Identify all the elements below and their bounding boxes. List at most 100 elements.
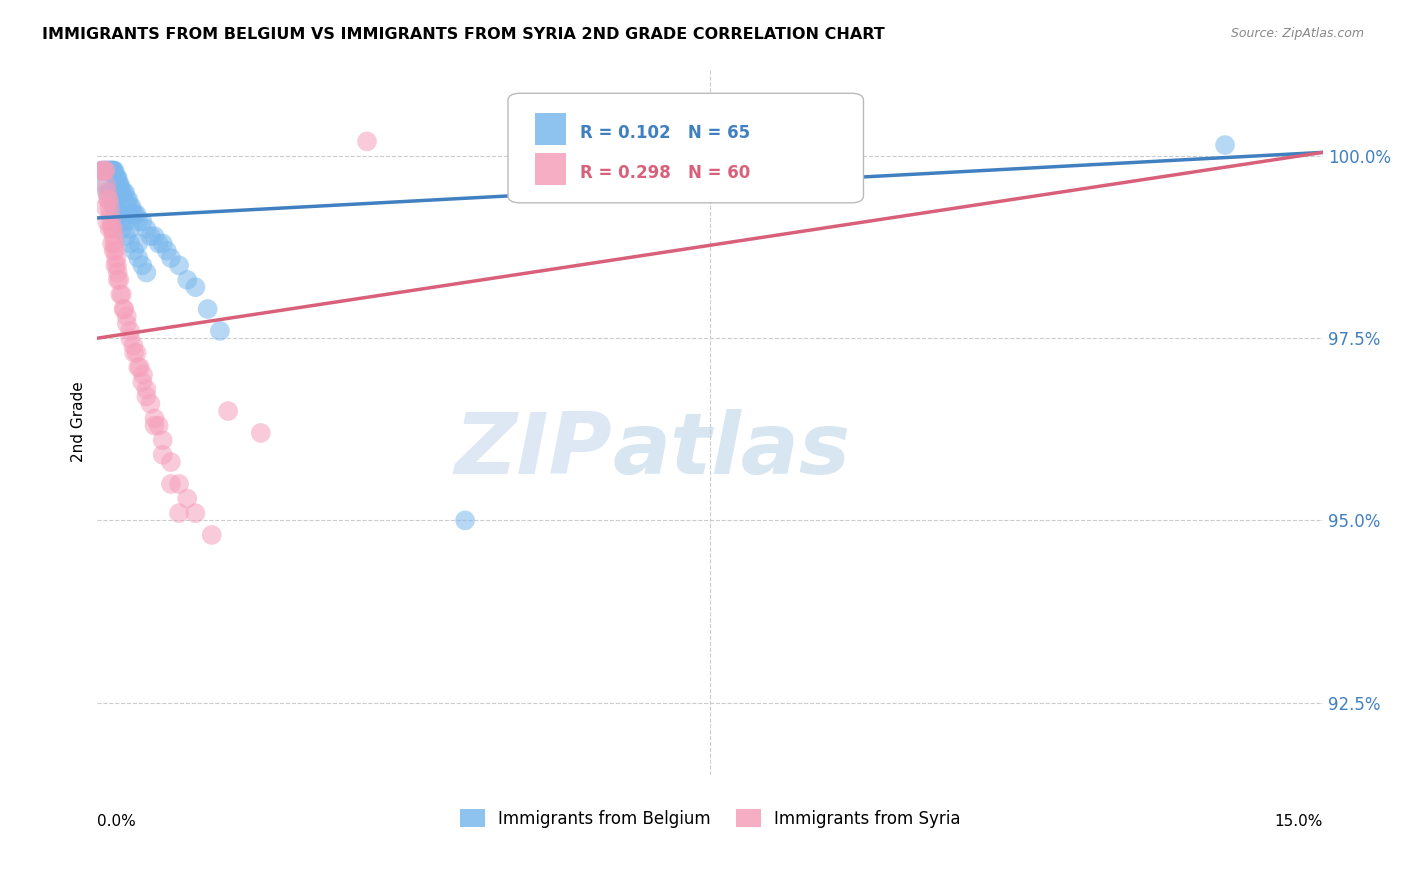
Point: [124, 207, 146, 221]
Point: [98, 200, 121, 214]
Point: [90, 163, 112, 178]
Y-axis label: 2nd Grade: 2nd Grade: [72, 382, 86, 462]
Point: [135, 389, 157, 403]
Point: [356, 135, 378, 149]
Point: [96, 186, 118, 200]
Point: [94, 200, 117, 214]
Text: atlas: atlas: [612, 409, 851, 491]
Point: [176, 273, 198, 287]
Point: [122, 338, 145, 352]
Point: [118, 200, 141, 214]
Point: [101, 163, 124, 178]
Point: [107, 178, 129, 193]
Point: [160, 251, 183, 265]
Point: [156, 244, 179, 258]
Point: [107, 207, 129, 221]
Point: [118, 236, 141, 251]
Point: [98, 163, 121, 178]
Point: [152, 448, 174, 462]
Point: [107, 266, 129, 280]
Point: [127, 214, 149, 228]
Point: [103, 163, 125, 178]
Point: [93, 163, 115, 178]
Point: [98, 222, 121, 236]
Point: [91, 163, 114, 178]
Point: [115, 229, 138, 244]
Text: Source: ZipAtlas.com: Source: ZipAtlas.com: [1230, 27, 1364, 40]
Point: [101, 222, 124, 236]
Point: [107, 170, 129, 185]
Point: [110, 287, 132, 301]
Point: [143, 411, 166, 425]
Text: R = 0.298   N = 60: R = 0.298 N = 60: [581, 164, 751, 182]
Point: [108, 178, 131, 193]
Point: [96, 186, 118, 200]
Point: [115, 214, 138, 228]
Point: [167, 506, 190, 520]
Point: [94, 163, 117, 178]
Point: [118, 331, 141, 345]
Point: [94, 178, 117, 193]
Point: [122, 345, 145, 359]
Point: [167, 477, 190, 491]
Point: [143, 229, 166, 244]
Legend: Immigrants from Belgium, Immigrants from Syria: Immigrants from Belgium, Immigrants from…: [453, 803, 967, 834]
Text: 0.0%: 0.0%: [97, 814, 136, 830]
Point: [127, 251, 149, 265]
Point: [110, 178, 132, 193]
Point: [152, 434, 174, 448]
Point: [139, 229, 162, 244]
Point: [97, 193, 120, 207]
Point: [101, 193, 124, 207]
Point: [118, 324, 141, 338]
Point: [112, 301, 135, 316]
Point: [117, 193, 139, 207]
Point: [97, 163, 120, 178]
Point: [97, 163, 120, 178]
Point: [94, 163, 117, 178]
Point: [101, 222, 124, 236]
Point: [217, 404, 239, 418]
Point: [176, 491, 198, 506]
Point: [249, 425, 271, 440]
Point: [100, 163, 122, 178]
Point: [131, 214, 153, 228]
Point: [148, 236, 170, 251]
Point: [108, 273, 131, 287]
Point: [103, 163, 125, 178]
Point: [100, 207, 122, 221]
Point: [135, 266, 157, 280]
Point: [103, 236, 125, 251]
Point: [104, 258, 127, 272]
Point: [127, 236, 149, 251]
Point: [104, 244, 127, 258]
Point: [90, 163, 112, 178]
Point: [97, 193, 120, 207]
Point: [148, 418, 170, 433]
Text: 15.0%: 15.0%: [1275, 814, 1323, 830]
Point: [107, 273, 129, 287]
Point: [167, 258, 190, 272]
Point: [115, 193, 138, 207]
Point: [121, 200, 143, 214]
Point: [111, 207, 134, 221]
Point: [139, 397, 162, 411]
Point: [112, 186, 135, 200]
Point: [143, 418, 166, 433]
Point: [131, 375, 153, 389]
Text: R = 0.102   N = 65: R = 0.102 N = 65: [581, 124, 751, 142]
Point: [122, 244, 145, 258]
Point: [103, 229, 125, 244]
Point: [111, 222, 134, 236]
Point: [105, 170, 128, 185]
Point: [105, 251, 128, 265]
Point: [127, 360, 149, 375]
Text: ZIP: ZIP: [454, 409, 612, 491]
Point: [111, 287, 134, 301]
Point: [454, 513, 477, 527]
Point: [115, 310, 138, 324]
Point: [201, 528, 224, 542]
FancyBboxPatch shape: [508, 94, 863, 202]
Point: [135, 222, 157, 236]
Point: [101, 236, 124, 251]
